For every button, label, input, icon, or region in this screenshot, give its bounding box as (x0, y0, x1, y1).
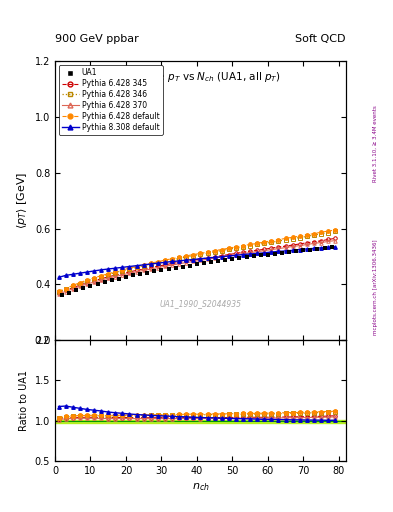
Point (187, 262, 193, 270)
Point (123, 273, 129, 281)
Point (87, 282, 94, 290)
Point (222, 256, 228, 264)
Point (137, 270, 143, 278)
Point (101, 278, 108, 286)
Point (130, 271, 136, 280)
Point (201, 259, 207, 267)
Y-axis label: Ratio to UA1: Ratio to UA1 (19, 370, 29, 431)
Point (321, 244, 328, 252)
Text: UA1_1990_S2044935: UA1_1990_S2044935 (160, 300, 241, 308)
Text: 900 GeV ppbar: 900 GeV ppbar (55, 33, 139, 44)
Point (329, 243, 335, 251)
Point (180, 263, 186, 271)
Text: Soft QCD: Soft QCD (296, 33, 346, 44)
Point (194, 260, 200, 268)
Point (307, 245, 314, 253)
Point (236, 254, 242, 262)
Point (94, 280, 101, 288)
Y-axis label: $\langle p_T \rangle$ [GeV]: $\langle p_T \rangle$ [GeV] (15, 172, 29, 229)
Point (208, 258, 214, 266)
Text: Average $p_T$ vs $N_{ch}$ (UA1, all $p_T$): Average $p_T$ vs $N_{ch}$ (UA1, all $p_T… (121, 70, 280, 84)
Point (215, 257, 221, 265)
Text: mcplots.cern.ch [arXiv:1306.3436]: mcplots.cern.ch [arXiv:1306.3436] (373, 239, 378, 334)
Point (300, 246, 307, 254)
Point (229, 255, 235, 263)
Point (173, 264, 179, 272)
Point (272, 249, 278, 258)
Point (66, 289, 72, 297)
Point (144, 268, 151, 276)
Point (165, 265, 172, 273)
Bar (55, 420, 346, 423)
Point (264, 250, 271, 259)
Point (250, 252, 257, 261)
Point (108, 276, 115, 284)
X-axis label: $n_{ch}$: $n_{ch}$ (191, 481, 209, 493)
Point (158, 266, 165, 274)
Point (286, 248, 292, 256)
Point (279, 249, 285, 257)
Legend: UA1, Pythia 6.428 345, Pythia 6.428 346, Pythia 6.428 370, Pythia 6.428 default,: UA1, Pythia 6.428 345, Pythia 6.428 346,… (59, 65, 163, 135)
Point (80, 284, 86, 292)
Point (151, 267, 158, 275)
Point (314, 245, 321, 253)
Point (257, 251, 264, 260)
Point (243, 253, 250, 262)
Text: Rivet 3.1.10, ≥ 3.4M events: Rivet 3.1.10, ≥ 3.4M events (373, 105, 378, 182)
Point (116, 274, 122, 283)
Point (59, 291, 65, 299)
Point (73, 286, 79, 294)
Point (293, 247, 299, 255)
